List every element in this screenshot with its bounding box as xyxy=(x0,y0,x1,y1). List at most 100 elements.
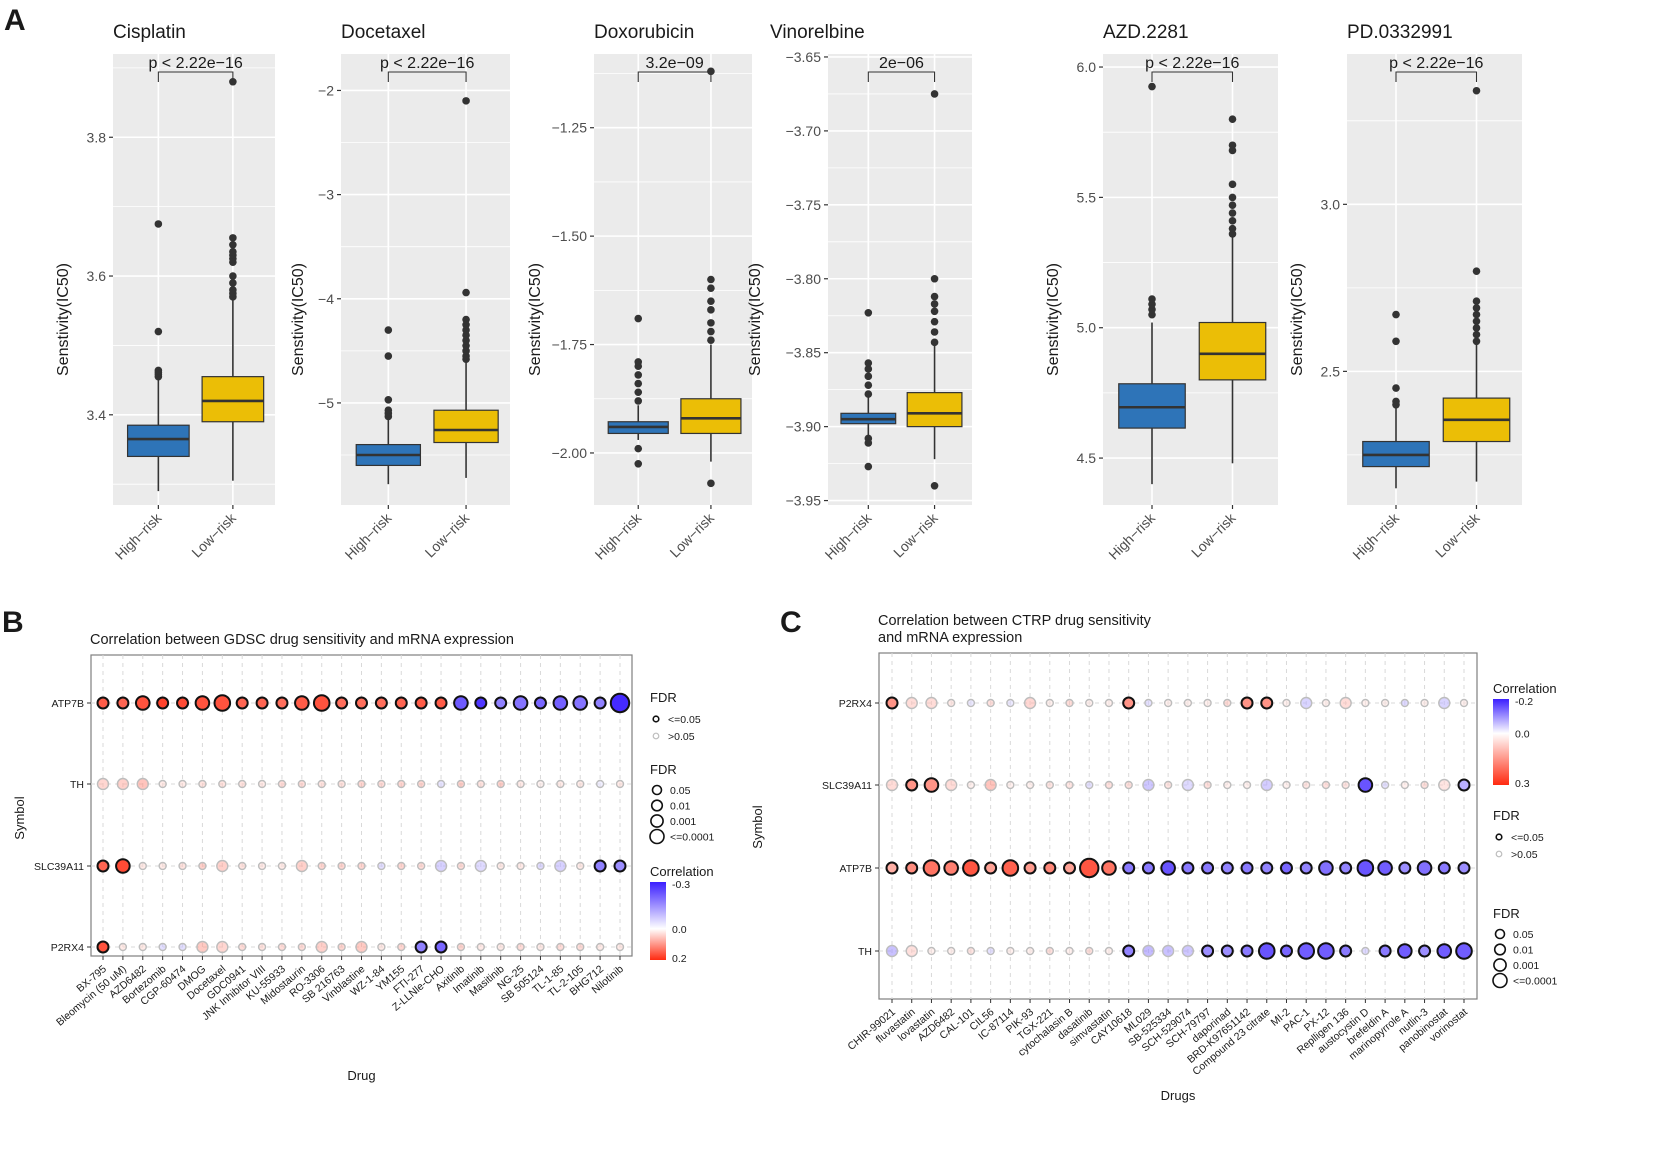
bubble-point xyxy=(1006,946,1015,956)
outlier-point xyxy=(707,67,715,76)
box-low-risk xyxy=(1198,115,1267,464)
bubble-point xyxy=(984,778,997,792)
bubble-point xyxy=(1122,696,1136,710)
outlier-point xyxy=(229,272,237,280)
bubble-point xyxy=(357,861,366,871)
bubble-point xyxy=(885,778,899,792)
bubble-point xyxy=(1063,861,1077,875)
bubble-point xyxy=(554,859,567,873)
bubble-point xyxy=(218,779,227,789)
bubble-point xyxy=(1297,942,1316,960)
bubble-point xyxy=(1438,778,1451,792)
y-tick-label: 6.0 xyxy=(1077,59,1097,75)
bubble-point xyxy=(1085,780,1094,790)
outlier-point xyxy=(462,341,470,350)
bubble-point xyxy=(317,861,326,871)
bubble-point xyxy=(158,861,167,871)
x-tick-label: High−risk xyxy=(1349,509,1403,563)
outlier-point xyxy=(1472,86,1481,95)
bubble-point xyxy=(986,946,995,956)
x-tick-label: PAC-1 xyxy=(1281,1006,1312,1035)
bubble-point xyxy=(1455,942,1473,960)
bubble-point xyxy=(257,779,267,789)
bubble-point xyxy=(496,861,505,871)
bubble-point xyxy=(216,940,229,954)
outlier-point xyxy=(462,288,470,297)
y-tick-label: TH xyxy=(858,946,872,958)
bubble-point xyxy=(923,777,940,793)
bubble-point xyxy=(1023,861,1037,875)
x-tick-label: ML029 xyxy=(1122,1006,1154,1036)
x-tick-label: SB-525334 xyxy=(1126,1006,1174,1049)
x-axis-label: Drugs xyxy=(1161,1088,1196,1103)
outlier-point xyxy=(1228,209,1237,217)
bubble-point xyxy=(962,859,980,877)
outlier-point xyxy=(1472,304,1481,312)
bubble-point xyxy=(1457,861,1471,875)
outlier-point xyxy=(229,247,237,256)
y-tick-label: −2 xyxy=(318,82,334,98)
bubble-point xyxy=(434,696,448,710)
bubble-point xyxy=(1161,944,1175,958)
bubble-point xyxy=(138,861,147,871)
bubble-point xyxy=(1318,860,1334,876)
x-tick-label: cytochalasin B xyxy=(1016,1006,1076,1059)
outlier-point xyxy=(864,439,873,447)
x-tick-label: dasatinib xyxy=(1055,1006,1095,1042)
y-tick-label: −3.80 xyxy=(786,271,822,287)
box-high-risk xyxy=(607,314,669,468)
bubble-point xyxy=(556,942,565,952)
y-axis-label: Senstivity(IC50) xyxy=(1289,263,1306,376)
outlier-point xyxy=(462,315,470,324)
bubble-point xyxy=(397,779,406,789)
outlier-point xyxy=(1472,317,1481,326)
bubble-point xyxy=(156,696,170,710)
bubble-point xyxy=(905,861,919,875)
outlier-point xyxy=(634,314,643,323)
x-tick-label: panobinostat xyxy=(1396,1006,1450,1054)
x-tick-label: Imatinib xyxy=(451,963,487,996)
x-tick-label: High−risk xyxy=(822,509,876,563)
outlier-point xyxy=(1228,115,1237,123)
chart-title: PD.0332991 xyxy=(1347,22,1453,43)
y-tick-label: P2RX4 xyxy=(51,942,84,954)
p-value-label: p < 2.22e−16 xyxy=(380,55,474,72)
bubble-point xyxy=(1045,946,1054,956)
bubble-point xyxy=(1279,944,1293,958)
outlier-point xyxy=(1228,201,1237,210)
bubble-point xyxy=(1420,698,1429,708)
bubble-point xyxy=(1223,780,1232,790)
bubble-point xyxy=(536,779,545,789)
y-axis-label: Symbol xyxy=(750,805,765,848)
legend-key-size xyxy=(650,814,664,828)
y-tick-label: 2.5 xyxy=(1321,363,1341,379)
y-tick-label: 5.5 xyxy=(1077,189,1097,205)
bubble-point xyxy=(277,861,287,871)
bubble-point xyxy=(1400,780,1410,790)
chart-title: Docetaxel xyxy=(341,22,426,43)
outlier-point xyxy=(930,300,939,308)
bubble-point xyxy=(1357,777,1374,793)
box-low-risk xyxy=(201,77,265,481)
bubble-point xyxy=(1085,946,1094,956)
bubble-point xyxy=(237,942,247,952)
plot-background xyxy=(1103,54,1278,505)
bubble-point xyxy=(1122,861,1136,875)
bubble-point xyxy=(337,861,346,871)
legend-key-size xyxy=(650,799,664,812)
bubble-point xyxy=(1317,942,1335,960)
legend-key-nonsignificant xyxy=(652,732,660,740)
bubble-point xyxy=(1101,860,1117,876)
x-tick-label: TL-1-85 xyxy=(530,963,566,996)
bubble-point xyxy=(922,859,941,877)
outlier-point xyxy=(1228,193,1237,202)
outlier-point xyxy=(864,308,873,317)
outlier-point xyxy=(462,331,470,340)
bubble-point xyxy=(196,940,209,954)
bubble-point xyxy=(1163,698,1173,708)
outlier-point xyxy=(1472,330,1481,339)
bubble-point xyxy=(237,861,247,871)
x-tick-label: PIK-93 xyxy=(1004,1006,1036,1036)
significance-bracket xyxy=(1151,71,1234,82)
outlier-point xyxy=(462,326,470,334)
